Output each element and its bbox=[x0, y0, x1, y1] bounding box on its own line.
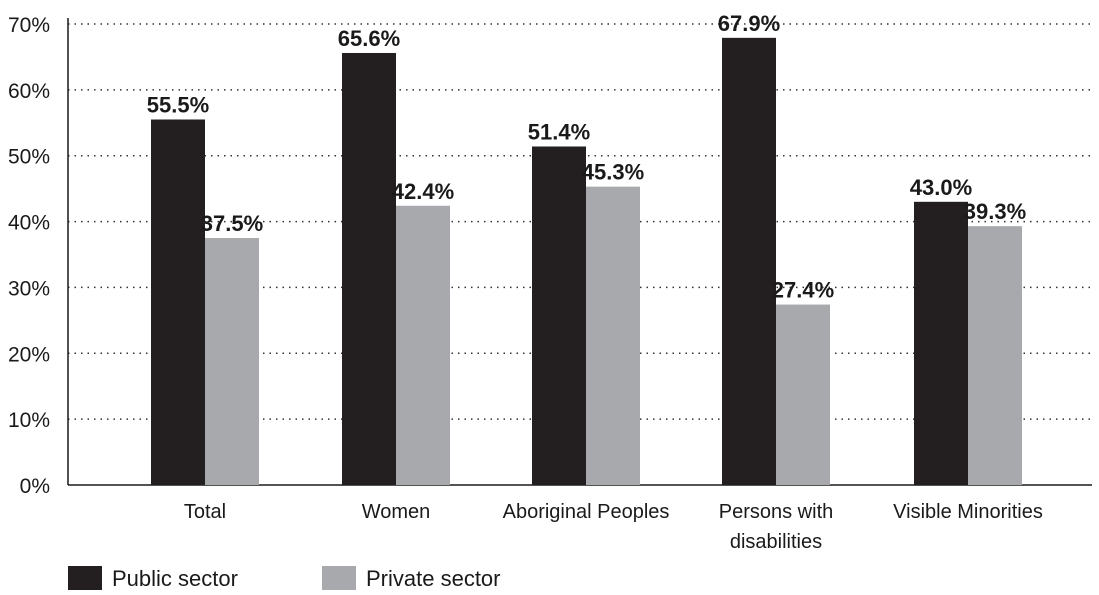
bar-public-sector bbox=[151, 119, 205, 485]
legend-label: Public sector bbox=[112, 566, 238, 590]
y-tick-label: 10% bbox=[8, 409, 50, 432]
y-tick-label: 60% bbox=[8, 80, 50, 103]
bar-private-sector bbox=[396, 205, 450, 485]
x-tick-label: Persons with bbox=[719, 501, 834, 523]
data-label: 55.5% bbox=[147, 92, 209, 117]
data-label: 67.9% bbox=[718, 11, 780, 36]
data-label: 43.0% bbox=[910, 175, 972, 200]
data-label: 51.4% bbox=[528, 119, 590, 144]
data-label: 37.5% bbox=[201, 211, 263, 236]
bar-public-sector bbox=[914, 201, 968, 486]
data-label: 65.6% bbox=[338, 26, 400, 51]
y-tick-label: 0% bbox=[20, 475, 50, 498]
x-tick-label: Women bbox=[362, 501, 431, 523]
legend-swatch bbox=[322, 566, 356, 590]
y-tick-label: 70% bbox=[8, 14, 50, 37]
bar-private-sector bbox=[586, 186, 640, 485]
y-tick-label: 40% bbox=[8, 212, 50, 235]
legend-swatch bbox=[68, 566, 102, 590]
legend-label: Private sector bbox=[366, 566, 501, 590]
x-tick-label: Aboriginal Peoples bbox=[503, 501, 670, 523]
data-label: 42.4% bbox=[392, 179, 454, 204]
data-label: 39.3% bbox=[964, 199, 1026, 224]
bar-public-sector bbox=[342, 52, 396, 485]
x-tick-label: disabilities bbox=[730, 531, 822, 553]
y-tick-label: 20% bbox=[8, 343, 50, 366]
bar-public-sector bbox=[532, 146, 586, 485]
y-tick-label: 30% bbox=[8, 277, 50, 300]
bar-public-sector bbox=[722, 37, 776, 486]
x-tick-label: Visible Minorities bbox=[893, 501, 1043, 523]
bar-private-sector bbox=[776, 304, 830, 485]
bar-private-sector bbox=[968, 226, 1022, 485]
data-label: 27.4% bbox=[772, 278, 834, 303]
x-tick-label: Total bbox=[184, 501, 226, 523]
bar-private-sector bbox=[205, 238, 259, 485]
y-tick-label: 50% bbox=[8, 146, 50, 169]
data-label: 45.3% bbox=[582, 160, 644, 185]
